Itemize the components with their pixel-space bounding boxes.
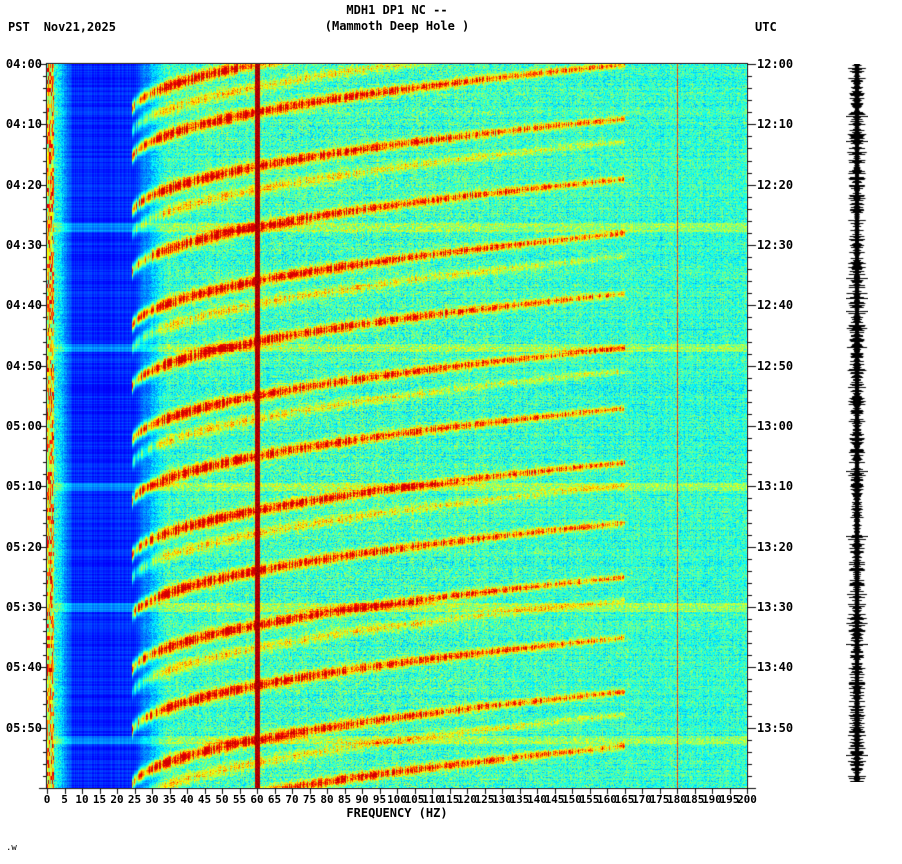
right-time-label: 13:20 <box>757 539 794 554</box>
freq-tick-label: 195 <box>719 793 740 806</box>
right-time-label: 12:30 <box>757 238 794 252</box>
right-time-label: 13:30 <box>757 600 794 614</box>
right-time-label: 12:50 <box>757 358 794 373</box>
left-time-label: 04:10 <box>5 117 42 132</box>
freq-tick-label: 25 <box>127 793 142 806</box>
freq-tick-label: 100 <box>387 793 407 806</box>
freq-tick-label: 200 <box>737 793 757 806</box>
freq-tick-label: 40 <box>180 793 194 806</box>
freq-tick-label: 10 <box>75 793 89 806</box>
freq-tick-label: 75 <box>302 793 317 806</box>
left-time-label: 04:00 <box>5 57 42 71</box>
freq-tick-label: 0 <box>43 793 51 806</box>
freq-tick-label: 50 <box>215 793 229 806</box>
freq-tick-label: 65 <box>267 793 282 806</box>
left-time-label: 05:20 <box>5 539 42 554</box>
freq-tick-label: 165 <box>614 793 635 806</box>
freq-tick-label: 155 <box>579 793 600 806</box>
freq-tick-label: 170 <box>632 793 652 806</box>
footer-mark: .w <box>6 843 17 853</box>
freq-tick-label: 60 <box>250 793 264 806</box>
freq-tick-label: 145 <box>544 793 565 806</box>
left-time-label: 05:10 <box>5 479 42 494</box>
freq-tick-label: 175 <box>649 793 670 806</box>
spectrogram-canvas <box>47 64 747 788</box>
freq-tick-label: 85 <box>337 793 352 806</box>
seismogram-trace <box>846 64 868 782</box>
left-time-label: 05:00 <box>5 419 42 433</box>
right-time-label: 13:10 <box>757 479 794 494</box>
freq-tick-label: 110 <box>422 793 442 806</box>
freq-tick-label: 115 <box>439 793 460 806</box>
freq-tick-label: 5 <box>61 793 68 806</box>
freq-tick-label: 150 <box>562 793 582 806</box>
left-time-label: 05:50 <box>5 720 42 735</box>
freq-tick-label: 190 <box>702 793 722 806</box>
freq-tick-label: 160 <box>597 793 617 806</box>
left-time-label: 04:30 <box>5 238 42 252</box>
freq-tick-label: 140 <box>527 793 547 806</box>
left-time-label: 04:20 <box>5 177 42 192</box>
freq-tick-label: 185 <box>684 793 705 806</box>
right-time-label: 12:10 <box>757 117 794 132</box>
freq-tick-label: 180 <box>667 793 687 806</box>
freq-tick-label: 95 <box>372 793 387 806</box>
left-time-label: 05:30 <box>5 600 42 614</box>
freq-tick-label: 70 <box>285 793 299 806</box>
frequency-axis-label: FREQUENCY (HZ) <box>346 806 448 820</box>
left-time-label: 05:40 <box>5 660 42 675</box>
left-time-label: 04:40 <box>5 298 42 313</box>
freq-tick-label: 15 <box>92 793 107 806</box>
freq-tick-label: 35 <box>162 793 177 806</box>
right-time-label: 13:40 <box>757 660 794 675</box>
right-time-label: 12:20 <box>757 177 794 192</box>
freq-tick-label: 20 <box>110 793 124 806</box>
freq-tick-label: 125 <box>474 793 495 806</box>
right-time-label: 12:00 <box>757 57 794 71</box>
freq-tick-label: 45 <box>197 793 212 806</box>
left-time-label: 04:50 <box>5 358 42 373</box>
freq-tick-label: 55 <box>232 793 247 806</box>
freq-tick-label: 130 <box>492 793 512 806</box>
freq-tick-label: 90 <box>355 793 369 806</box>
freq-tick-label: 120 <box>457 793 477 806</box>
freq-tick-label: 30 <box>145 793 159 806</box>
right-time-label: 13:50 <box>757 720 794 735</box>
right-time-label: 12:40 <box>757 298 794 313</box>
right-time-label: 13:00 <box>757 419 794 433</box>
freq-tick-label: 105 <box>404 793 425 806</box>
freq-tick-label: 80 <box>320 793 334 806</box>
freq-tick-label: 135 <box>509 793 530 806</box>
